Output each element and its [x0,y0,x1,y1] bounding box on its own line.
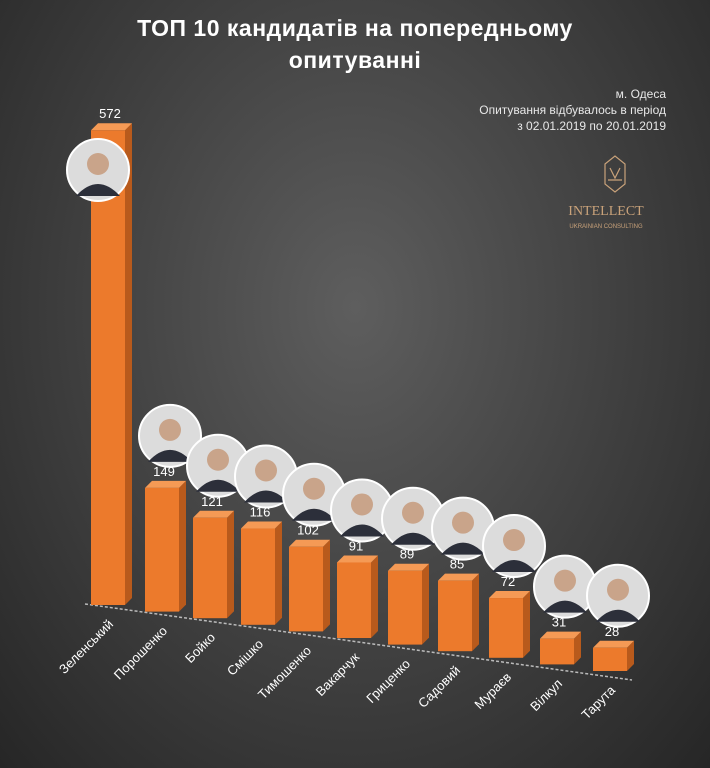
candidate-photo [66,138,130,202]
bar [438,580,472,652]
bar-top [540,631,581,639]
photo-head [351,493,373,516]
bar-side [227,510,234,619]
x-tick-label: Вакарчук [313,649,363,699]
candidate-photo [482,514,546,579]
bar-side [125,123,132,606]
photo-head [452,511,474,534]
bar [145,487,179,612]
photo-head [87,153,109,175]
candidate-photo [431,496,495,561]
bar-side [323,539,330,632]
subtitle-line: Опитування відбувалось в період [479,103,666,117]
candidate-photo [381,486,445,551]
bar-top [593,640,634,648]
x-tick-label: Смішко [224,636,266,678]
photo-body [292,508,336,521]
candidate-photo [138,403,202,468]
x-tick-label: Бойко [182,630,218,666]
baseline [84,603,633,681]
bar-top [489,591,530,599]
x-tick-label: Садовий [415,663,463,711]
photo-body [492,560,536,573]
photo-head [554,569,576,592]
candidate-photo [533,554,597,619]
subtitle-line: м. Одеса [615,87,666,101]
photo-body [244,490,288,503]
photo-head [255,459,277,482]
subtitle: м. Одеса Опитування відбувалось в період… [479,86,666,134]
logo: INTELLECT UKRAINIAN CONSULTING [568,155,644,230]
bar-side [574,631,581,665]
bar [241,528,275,625]
photo-head [159,418,181,441]
bar-side [275,521,282,625]
bar-top [388,563,429,571]
photo-body [391,532,435,545]
bar-top [289,539,330,547]
x-tick-label: Тарута [578,682,618,722]
bar-side [627,640,634,671]
candidate-photo [186,433,250,498]
bar-side [523,591,530,658]
bar-top [145,480,186,488]
bar-top [438,573,479,581]
photo-body [196,479,240,492]
x-tick-label: Порошенко [111,623,170,682]
candidate-photo [234,444,298,509]
photo-head [303,477,325,500]
bar-top [241,521,282,529]
bar [91,130,125,606]
logo-name: INTELLECT [568,204,644,219]
bar [289,546,323,632]
value-label: 572 [99,106,121,121]
bar-side [472,573,479,652]
photo-body [596,609,640,622]
photo-head [207,448,229,471]
bar [540,638,574,665]
candidate-photo [330,478,394,543]
x-tick-label: Вілкул [527,676,565,714]
x-tick-label: Тимошенко [255,643,314,702]
candidate-photo [586,563,650,628]
x-tick-label: Мураєв [471,669,514,712]
logo-tagline: UKRAINIAN CONSULTING [569,224,643,230]
bar [388,570,422,645]
photo-body [76,184,120,196]
chart-title: ТОП 10 кандидатів на попередньому опитув… [137,15,573,73]
bar [193,517,227,619]
bar [593,647,627,671]
x-tick-label: Гриценко [363,656,413,706]
photo-head [503,529,525,552]
bar-top [91,123,132,131]
bar [489,598,523,658]
bar-top [193,510,234,518]
photo-head [402,501,424,524]
photo-body [441,542,485,555]
bar-side [422,563,429,645]
subtitle-line: з 02.01.2019 по 20.01.2019 [517,119,666,133]
photo-body [340,524,384,537]
photo-body [148,449,192,462]
bar-top [337,555,378,563]
x-tick-label: Зеленський [56,617,116,677]
bar [337,562,371,638]
photo-body [543,600,587,613]
photo-head [607,578,629,601]
bar-side [371,555,378,638]
bar-side [179,480,186,612]
